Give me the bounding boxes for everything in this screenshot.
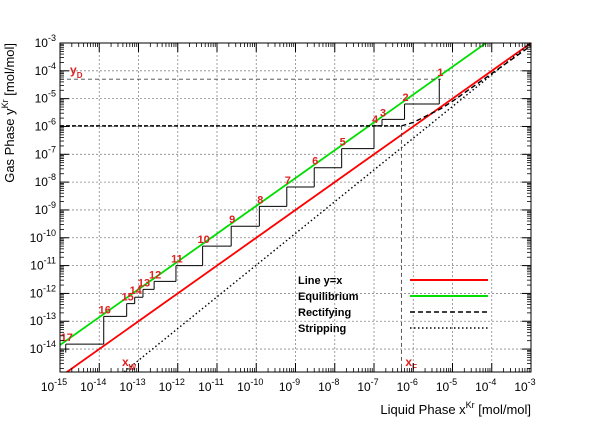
series-line-line-y-x (65, 43, 531, 372)
x-tick-label: 10-12 (159, 377, 185, 394)
stage-label: 5 (340, 137, 346, 149)
grid-layer (60, 43, 531, 372)
x-axis-title: Liquid Phase xKr [mol/mol] (380, 400, 531, 417)
stage-label: 15 (122, 292, 134, 304)
stage-label: 1 (437, 67, 443, 79)
stage-label: 12 (149, 269, 161, 281)
y-tick-label: 10-4 (35, 61, 56, 78)
y-tick-label: 10-9 (35, 200, 56, 217)
y-tick-label: 10-8 (35, 172, 56, 189)
stage-label: 3 (380, 107, 386, 119)
stage-label: 7 (285, 175, 291, 187)
y-tick-label: 10-7 (35, 144, 56, 161)
legend-label: Equilibrium (298, 291, 359, 303)
x-tick-label: 10-10 (237, 377, 263, 394)
y-tick-label: 10-11 (30, 256, 56, 273)
stage-label: 13 (138, 277, 150, 289)
stage-label: 6 (312, 156, 318, 168)
y-tick-label: 10-13 (30, 311, 56, 328)
legend: Line y=x Equilibrium Rectifying Stripping (298, 275, 488, 335)
y-tick-label: 10-12 (30, 283, 56, 300)
yd-label: yD (70, 63, 83, 80)
y-tick-label: 10-6 (35, 116, 56, 133)
series-line-equilibrium (60, 43, 488, 346)
x-tick-label: 10-3 (514, 377, 535, 394)
y-tick-label: 10-14 (30, 339, 56, 356)
legend-label: Stripping (298, 323, 346, 335)
x-tick-label: 10-9 (279, 377, 300, 394)
x-tick-label: 10-8 (318, 377, 339, 394)
legend-label: Rectifying (298, 307, 351, 319)
tick-layer: 10-15 10-14 10-13 10-12 10-11 10-10 10-9 10-8 10… (30, 33, 536, 394)
x-tick-label: 10-7 (357, 377, 378, 394)
y-axis-title: Gas Phase yKr [mol/mol] (0, 43, 17, 183)
x-tick-label: 10-15 (41, 377, 67, 394)
x-tick-label: 10-4 (475, 377, 496, 394)
x-tick-label: 10-14 (80, 377, 106, 394)
xf-label: xF (405, 355, 417, 372)
x-tick-label: 10-5 (436, 377, 457, 394)
stage-label: 11 (171, 254, 183, 266)
x-tick-label: 10-11 (198, 377, 224, 394)
series-layer (60, 43, 531, 372)
legend-label: Line y=x (298, 275, 343, 287)
stage-label: 9 (229, 214, 235, 226)
stage-label: 4 (372, 114, 379, 126)
stage-label: 14 (130, 285, 143, 297)
stage-label: 2 (402, 92, 408, 104)
x-tick-label: 10-6 (397, 377, 418, 394)
y-tick-label: 10-3 (35, 33, 56, 50)
axis-titles: Liquid Phase xKr [mol/mol] Gas Phase yKr … (0, 43, 531, 417)
x-tick-label: 10-13 (119, 377, 145, 394)
y-tick-label: 10-10 (30, 228, 56, 245)
series-line-stripping (122, 43, 531, 372)
stage-label: 8 (257, 194, 263, 206)
annotation-layer: yD xW xF (60, 63, 440, 372)
stage-label: 17 (61, 332, 73, 344)
stage-label: 10 (197, 234, 209, 246)
xw-label: xW (122, 355, 137, 372)
stage-label: 16 (99, 304, 111, 316)
y-tick-label: 10-5 (35, 89, 56, 106)
